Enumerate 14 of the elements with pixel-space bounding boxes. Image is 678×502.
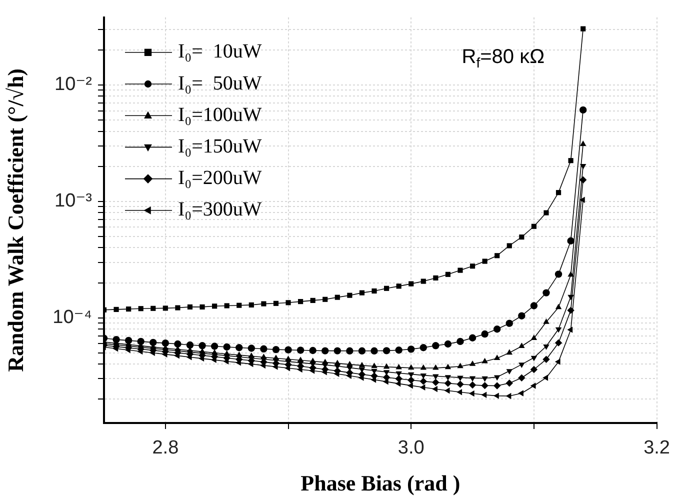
legend-label: I₀=150uW (178, 135, 262, 158)
legend-label: I₀= 10uW (178, 40, 262, 63)
y-tick-label: 10⁻² (54, 74, 92, 96)
x-tick-label: 3.0 (398, 438, 424, 459)
legend-label: I₀=100uW (178, 104, 262, 126)
y-tick-label: 10⁻³ (54, 190, 92, 212)
legend-label: I₀=200uW (178, 167, 262, 190)
x-axis-title: Phase Bias (rad ) (300, 470, 460, 496)
y-tick-label: 10⁻⁴ (52, 307, 92, 328)
x-tick-label: 3.2 (644, 438, 670, 459)
x-tick-label: 2.8 (152, 438, 179, 459)
legend-label: I₀= 50uW (178, 72, 262, 94)
legend-label: I₀=300uW (178, 198, 262, 221)
y-axis-title: Random Walk Coefficient (°/√h) (2, 68, 28, 372)
